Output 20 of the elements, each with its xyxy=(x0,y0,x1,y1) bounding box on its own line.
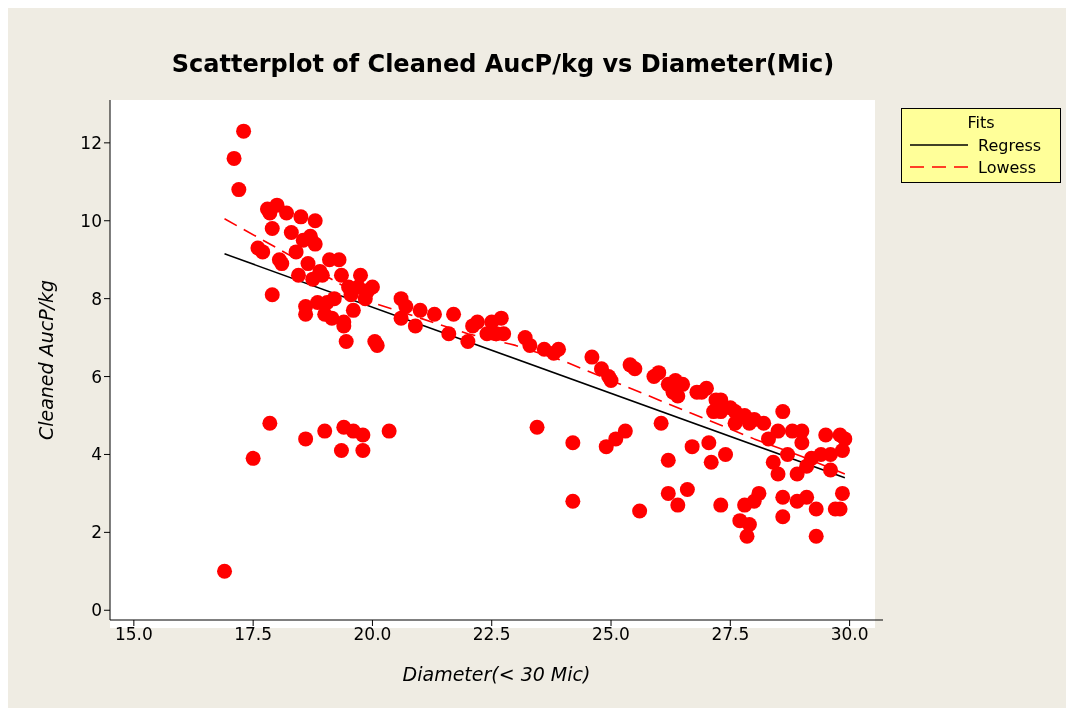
x-tick-label: 22.5 xyxy=(472,624,511,645)
y-tick-label: 6 xyxy=(91,366,102,387)
x-tick-label: 17.5 xyxy=(234,624,273,645)
x-axis-title: Diameter(< 30 Mic) xyxy=(402,663,591,686)
x-tick-label: 20.0 xyxy=(353,624,392,645)
x-tick-label: 27.5 xyxy=(711,624,750,645)
x-tick-label: 25.0 xyxy=(592,624,630,645)
y-tick-label: 0 xyxy=(91,600,102,621)
y-tick-label: 4 xyxy=(91,444,102,465)
y-tick-label: 2 xyxy=(91,522,102,543)
y-tick-label: 8 xyxy=(91,288,102,309)
x-tick-label: 30.0 xyxy=(830,624,869,645)
legend-label: Lowess xyxy=(978,157,1037,177)
legend-title: Fits xyxy=(966,113,996,132)
chart-title: Scatterplot of Cleaned AucP/kg vs Diameter(Mic) xyxy=(170,50,836,78)
y-tick-label: 12 xyxy=(80,132,102,153)
x-tick-label: 15.0 xyxy=(114,624,153,645)
y-axis-title: Cleaned AucP/kg xyxy=(34,279,57,441)
legend-label: Regress xyxy=(978,135,1042,155)
y-tick-label: 10 xyxy=(80,210,102,231)
